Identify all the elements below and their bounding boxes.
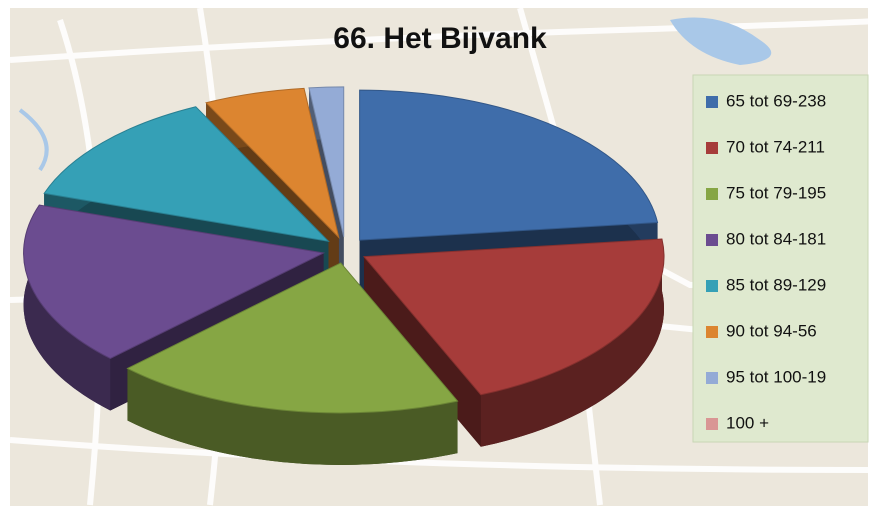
slice: [43, 106, 330, 243]
legend-swatch: [706, 280, 718, 292]
slice: [126, 262, 459, 414]
slice-wall: [127, 368, 458, 465]
legend-swatch: [706, 188, 718, 200]
slice-wall: [480, 239, 665, 447]
legend-label: 75 tot 79-195: [726, 183, 826, 202]
legend-label: 100 +: [726, 413, 769, 432]
slice: [359, 89, 659, 241]
slice: [308, 86, 345, 237]
legend-label: 80 tot 84-181: [726, 229, 826, 248]
legend-swatch: [706, 326, 718, 338]
legend-label: 70 tot 74-211: [726, 137, 825, 156]
legend-box: [692, 74, 869, 443]
legend-label: 95 tot 100-19: [726, 367, 826, 386]
legend-label: 90 tot 94-56: [726, 321, 817, 340]
legend-swatch: [706, 96, 718, 108]
slice: [205, 87, 340, 239]
slice-wall: [23, 205, 111, 411]
legend-swatch: [706, 418, 718, 430]
legend-swatch: [706, 142, 718, 154]
legend-swatch: [706, 372, 718, 384]
map-water: [670, 17, 772, 65]
pie: [23, 86, 665, 465]
legend-label: 85 tot 89-129: [726, 275, 826, 294]
slice: [23, 204, 326, 360]
chart-title: 66. Het Bijvank: [333, 22, 547, 55]
legend-label: 65 tot 69-238: [726, 91, 826, 110]
legend-swatch: [706, 234, 718, 246]
map-stream: [18, 108, 49, 172]
slice: [362, 238, 665, 396]
